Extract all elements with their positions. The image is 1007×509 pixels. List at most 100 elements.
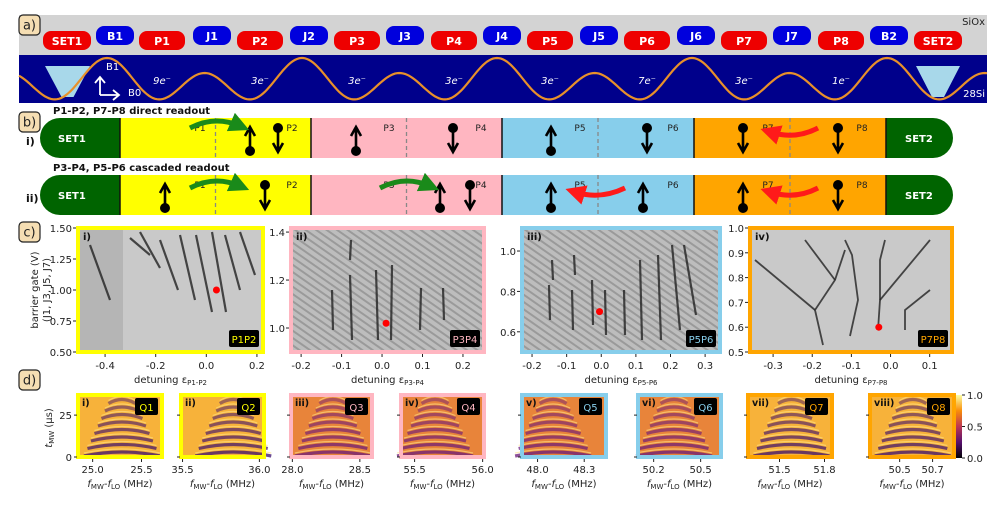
y-tick-label: 1.4 [269,228,285,239]
chevron-fringe-bright [878,440,948,447]
text-span: -f [548,479,557,490]
chevron-fringe-bright [198,440,268,447]
qubit-tag-box [579,398,602,415]
text-span: MW [193,483,206,491]
field-label-b0: B0 [128,88,141,99]
spin-down-icon [271,123,285,155]
charge-transition-line [389,264,394,341]
text-span: P5-P6 [638,379,658,387]
chevron-fringe [304,427,361,436]
pair-tag-box [229,330,259,347]
gate-label: P6 [639,35,655,48]
gate-p8: P8 [818,31,864,50]
spin-down-icon [463,180,477,212]
chevron-fringe [396,450,474,458]
x-axis-label: fMW-fLO (MHz) [757,479,822,491]
gate-electrode [677,26,715,45]
dot-label: P4 [475,181,486,191]
text-span: (MHz) [680,479,712,490]
gate-b2: B2 [870,26,908,45]
gate-label: P5 [542,35,558,48]
text-span: MW [883,483,896,491]
rabi-chevron-q5: v) Q5 48.0 48.3 fMW-fLO (MHz) [514,393,608,491]
spin-up-icon [243,124,257,156]
chevron-fringe [756,442,827,451]
text-span: -f [426,479,435,490]
transfer-arrow-icon [188,172,250,192]
x-tick-label: 28.5 [349,465,371,476]
field-axes-icon [94,75,121,101]
gate-p6: P6 [624,31,670,50]
row-label: ii) [26,192,39,205]
text-span: f [87,479,92,490]
chevron-fringe-bright [649,418,699,424]
spin-arrow [831,128,845,155]
potential-landscape [18,56,988,101]
chevron-fringe [525,427,582,436]
x-axis-label: fMW-fLO (MHz) [879,479,944,491]
chevron-fringe [635,450,713,458]
spin-arrow [636,181,650,208]
set1-label: SET1 [58,191,86,202]
x-tick-label: 51.5 [768,465,790,476]
text-span: -f [663,479,672,490]
spin-arrow [258,185,272,212]
readout-row-2: P3-P4, P5-P6 cascaded readout ii) SET1 SET2… [26,163,953,215]
chevron-fringe-bright [767,418,816,424]
rabi-chevron-q1: i) Q1 25.0 25.5 0 25 fMW-fLO (MHz) [59,393,164,491]
subplot-label: ii) [185,398,196,409]
transfer-arrow-icon [188,112,250,132]
chevron-fringe-bright [656,403,692,409]
y-tick-label: 0 [66,453,72,464]
x-tick-label: 36.0 [248,465,270,476]
gate-b1: B1 [96,26,134,45]
chevron-fringe-bright [642,433,706,439]
chevron-fringe [535,405,571,413]
field-label-b1: B1 [106,62,119,73]
colorbar: 0.0 0.5 1.0 [956,391,983,465]
transfer-arrow-icon [760,125,820,145]
operating-point-marker [382,319,390,327]
x-tick-label: 0.1 [415,361,431,372]
chevron-fringe [646,427,702,436]
gate-j2: J2 [290,26,328,45]
x-tick-label: -0.1 [557,361,577,372]
panel-label-box [18,369,41,391]
gate-electrode [139,31,185,50]
chevron-fringe [294,450,372,458]
electron-count: 3e⁻ [735,76,753,87]
pair-tag-box [686,330,716,347]
chevron-fringe [100,412,144,420]
dot-label: P6 [667,181,678,191]
spin-up-icon [736,181,750,213]
spin-up-icon [636,181,650,213]
dot-label: P3 [383,124,394,134]
chevron-fringe-bright [753,448,830,454]
x-tick-label: 0.2 [249,361,265,372]
text-span: (MHz) [443,479,475,490]
plot-border [76,226,265,354]
spin-arrow [158,181,172,208]
gate-electrode [527,31,573,50]
text-span: LO [781,483,791,491]
x-tick-label: 0.0 [374,361,390,372]
chevron-fringe-bright [639,440,709,447]
spin-up-icon [544,124,558,156]
spin-arrow [736,128,750,155]
dot-label: P4 [475,124,486,134]
text-span: LO [671,483,681,491]
chevron-fringe-bright [90,433,154,439]
chevron-fringe-bright [646,425,702,432]
double-dot-region [120,118,311,158]
operating-point-marker [596,308,604,316]
charge-transition-line [877,239,886,331]
gate-electrode [290,26,328,45]
qubit-tag: Q3 [349,403,363,414]
x-axis-label: fMW-fLO (MHz) [87,479,152,491]
y-tick-label: 0.8 [728,274,744,285]
text-span: MW [761,483,774,491]
chevron-fringe-bright [763,425,820,432]
gate-electrode [334,31,380,50]
stability-diagram-p5p6: iii) P5P6 -0.2 -0.1 0.0 0.1 0.2 0.3 0.6 0.8 1.0 det… [500,226,722,387]
x-axis-label: detuning εP1-P2 [134,375,207,387]
